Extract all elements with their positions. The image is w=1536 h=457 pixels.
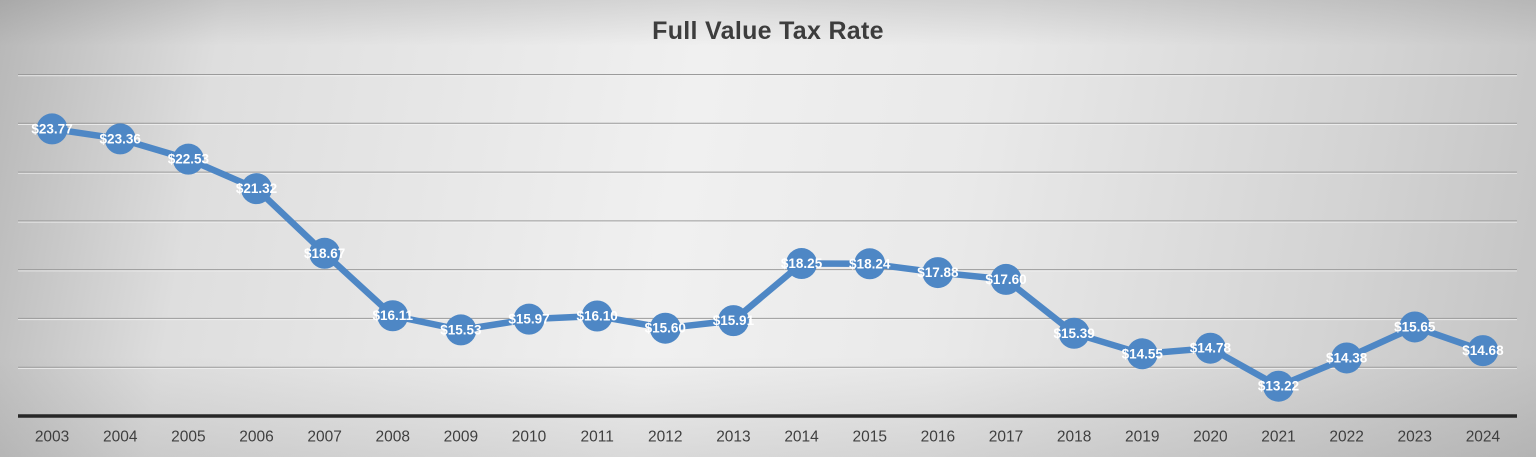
x-tick-label: 2011 (580, 429, 613, 446)
x-tick-label: 2020 (1193, 429, 1228, 446)
data-label: $14.78 (1190, 341, 1232, 356)
chart-title: Full Value Tax Rate (652, 17, 884, 45)
x-tick-label: 2007 (307, 429, 341, 446)
data-label: $18.67 (304, 246, 345, 261)
data-point-marker (309, 237, 341, 269)
data-point-marker (1058, 317, 1090, 349)
x-tick-label: 2005 (171, 429, 205, 446)
data-label: $17.60 (985, 272, 1026, 287)
data-label: $15.97 (508, 312, 549, 327)
x-tick-label: 2004 (103, 429, 138, 446)
data-point-marker (581, 300, 613, 332)
x-tick-label: 2019 (1125, 429, 1159, 446)
data-point-marker (1467, 335, 1499, 367)
data-point-marker (1126, 338, 1158, 370)
data-label: $15.53 (440, 322, 482, 337)
data-label: $23.77 (31, 121, 72, 136)
x-tick-label: 2009 (444, 429, 478, 446)
data-label: $14.38 (1326, 350, 1368, 365)
series-line (48, 125, 1487, 390)
data-point-marker (717, 305, 749, 337)
x-tick-label: 2017 (989, 429, 1023, 446)
data-point-marker (1263, 370, 1295, 402)
data-label: $18.25 (781, 256, 823, 271)
x-tick-label: 2015 (852, 429, 886, 446)
data-point-marker (377, 300, 409, 332)
data-point-marker (922, 257, 954, 289)
data-label: $16.10 (577, 308, 618, 323)
data-label: $21.32 (236, 181, 277, 196)
data-point-marker (240, 173, 272, 205)
data-point-marker (1399, 311, 1431, 343)
x-tick-label: 2018 (1057, 429, 1091, 446)
x-tick-label: 2016 (921, 429, 955, 446)
data-point-marker (854, 248, 886, 280)
x-tick-label: 2022 (1329, 429, 1363, 446)
data-point-marker (36, 113, 68, 145)
data-point-marker (445, 314, 477, 346)
data-label: $15.65 (1394, 319, 1436, 334)
data-label: $15.60 (645, 321, 686, 336)
x-tick-label: 2023 (1398, 429, 1432, 446)
data-point-marker (1331, 342, 1363, 374)
x-tick-label: 2012 (648, 429, 682, 446)
x-tick-label: 2021 (1261, 429, 1295, 446)
x-tick-label: 2006 (239, 429, 273, 446)
data-point-marker (1194, 332, 1226, 364)
data-label: $15.39 (1053, 326, 1094, 341)
data-label: $17.88 (917, 265, 959, 280)
data-point-marker (649, 312, 681, 344)
x-tick-label: 2014 (784, 429, 819, 446)
data-label: $13.22 (1258, 379, 1299, 394)
data-label: $14.68 (1462, 343, 1504, 358)
data-label: $14.55 (1122, 346, 1164, 361)
data-label: $16.11 (372, 308, 413, 323)
data-point-marker (172, 143, 204, 175)
data-point-marker (786, 248, 818, 280)
data-label: $15.91 (713, 313, 755, 328)
data-label: $22.53 (168, 152, 210, 167)
x-tick-label: 2013 (716, 429, 750, 446)
data-point-marker (990, 263, 1022, 295)
x-tick-label: 2010 (512, 429, 547, 446)
data-label: $18.24 (849, 256, 891, 271)
data-point-marker (104, 123, 136, 155)
x-tick-label: 2024 (1466, 429, 1501, 446)
x-tick-label: 2003 (35, 429, 69, 446)
data-label: $23.36 (100, 131, 142, 146)
data-point-marker (513, 303, 545, 335)
x-tick-label: 2008 (376, 429, 410, 446)
